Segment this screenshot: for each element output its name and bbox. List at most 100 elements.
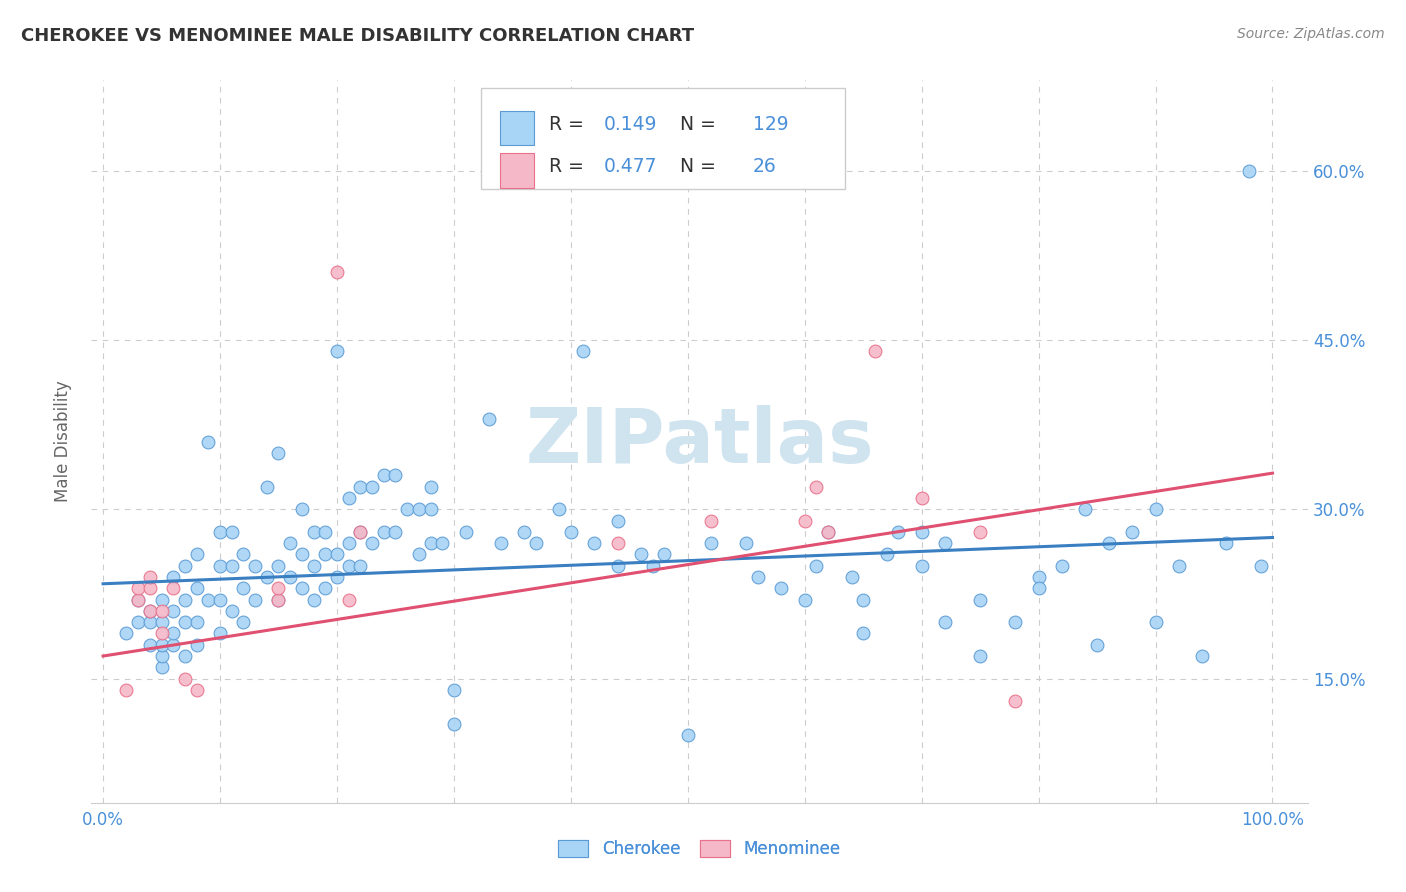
Point	[700, 536, 723, 550]
Point	[221, 604, 243, 618]
Point	[186, 582, 208, 596]
Point	[641, 558, 664, 573]
Point	[174, 672, 197, 686]
Point	[770, 582, 793, 596]
Point	[911, 491, 934, 505]
Point	[267, 446, 290, 460]
Point	[841, 570, 863, 584]
FancyBboxPatch shape	[501, 153, 534, 188]
Point	[1237, 163, 1260, 178]
Point	[337, 592, 360, 607]
Point	[806, 558, 828, 573]
Point	[793, 514, 815, 528]
Point	[863, 344, 886, 359]
Point	[302, 558, 325, 573]
Point	[571, 344, 593, 359]
Point	[419, 536, 441, 550]
Point	[139, 604, 162, 618]
Point	[232, 582, 254, 596]
Point	[852, 592, 875, 607]
Point	[104, 818, 127, 832]
Point	[150, 660, 173, 674]
Point	[302, 592, 325, 607]
Point	[876, 548, 898, 562]
Point	[1144, 615, 1167, 630]
Point	[337, 536, 360, 550]
Point	[208, 524, 231, 539]
Point	[150, 615, 173, 630]
Point	[349, 524, 371, 539]
Point	[887, 524, 910, 539]
Point	[291, 502, 314, 516]
Point	[256, 480, 278, 494]
Point	[127, 582, 149, 596]
Point	[197, 592, 219, 607]
Point	[1098, 536, 1121, 550]
Text: N =: N =	[668, 157, 721, 177]
Point	[806, 480, 828, 494]
Point	[127, 592, 149, 607]
Point	[186, 682, 208, 697]
Point	[513, 524, 536, 539]
Text: 0.149: 0.149	[603, 115, 657, 134]
Point	[127, 615, 149, 630]
Point	[583, 536, 606, 550]
Point	[606, 558, 628, 573]
Point	[1191, 648, 1213, 663]
Point	[969, 648, 991, 663]
Point	[150, 648, 173, 663]
Point	[174, 558, 197, 573]
Point	[408, 502, 430, 516]
Point	[361, 480, 384, 494]
Point	[337, 491, 360, 505]
Point	[408, 548, 430, 562]
Point	[302, 524, 325, 539]
Point	[162, 626, 184, 640]
Point	[208, 558, 231, 573]
Text: Source: ZipAtlas.com: Source: ZipAtlas.com	[1237, 27, 1385, 41]
Point	[700, 514, 723, 528]
Point	[1085, 638, 1108, 652]
Point	[150, 592, 173, 607]
Point	[373, 524, 395, 539]
Point	[267, 558, 290, 573]
Point	[419, 480, 441, 494]
Point	[139, 638, 162, 652]
Point	[326, 344, 349, 359]
Point	[478, 412, 501, 426]
Point	[852, 626, 875, 640]
Point	[267, 582, 290, 596]
Point	[162, 604, 184, 618]
Point	[314, 524, 336, 539]
Point	[326, 265, 349, 279]
Point	[197, 434, 219, 449]
Point	[162, 570, 184, 584]
Point	[291, 548, 314, 562]
Text: 129: 129	[754, 115, 789, 134]
Point	[373, 468, 395, 483]
Text: CHEROKEE VS MENOMINEE MALE DISABILITY CORRELATION CHART: CHEROKEE VS MENOMINEE MALE DISABILITY CO…	[21, 27, 695, 45]
Text: 0.477: 0.477	[603, 157, 657, 177]
Point	[1215, 536, 1237, 550]
Point	[139, 570, 162, 584]
Point	[817, 524, 839, 539]
Point	[817, 524, 839, 539]
Point	[654, 548, 676, 562]
Point	[326, 548, 349, 562]
Point	[150, 626, 173, 640]
Point	[349, 480, 371, 494]
Point	[314, 582, 336, 596]
Text: ZIPatlas: ZIPatlas	[526, 405, 873, 478]
Point	[489, 536, 512, 550]
Point	[384, 468, 406, 483]
Point	[186, 638, 208, 652]
Point	[735, 536, 758, 550]
Point	[162, 638, 184, 652]
Point	[174, 592, 197, 607]
Point	[139, 615, 162, 630]
Point	[911, 558, 934, 573]
Point	[384, 524, 406, 539]
Point	[747, 570, 769, 584]
Point	[1050, 558, 1073, 573]
Point	[139, 582, 162, 596]
